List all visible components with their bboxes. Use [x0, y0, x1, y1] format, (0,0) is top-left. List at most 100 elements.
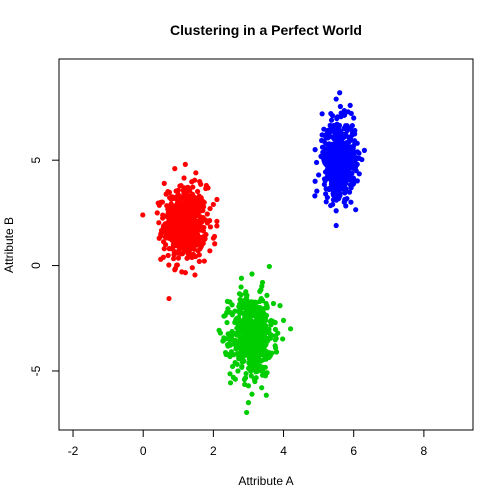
data-point [236, 338, 243, 344]
data-point [199, 199, 205, 205]
y-axis-label: Attribute B [2, 217, 16, 273]
data-point [227, 342, 234, 348]
data-point [238, 284, 244, 290]
data-point [313, 159, 320, 166]
data-point [196, 252, 202, 258]
data-point [234, 332, 240, 338]
data-point [239, 364, 245, 370]
data-point [191, 194, 197, 200]
data-point [323, 191, 329, 197]
data-point [200, 207, 206, 214]
data-point [335, 124, 341, 130]
data-point [263, 392, 269, 398]
data-point [258, 358, 264, 364]
data-point [204, 211, 210, 217]
data-point [227, 380, 234, 386]
data-point [319, 111, 325, 117]
data-point [341, 112, 348, 118]
data-point [341, 181, 348, 187]
data-point [245, 309, 251, 315]
data-point [182, 214, 188, 220]
data-point [176, 245, 183, 251]
data-point [166, 295, 172, 302]
data-point [338, 153, 344, 159]
data-point [259, 313, 266, 319]
data-point [207, 248, 213, 254]
data-point [166, 219, 172, 226]
data-point [264, 370, 270, 376]
data-point [259, 342, 265, 348]
data-point [189, 179, 195, 185]
data-point [331, 154, 337, 160]
data-point [201, 258, 207, 264]
data-point [228, 351, 234, 357]
data-point [238, 275, 245, 281]
data-point [333, 222, 339, 229]
data-point [249, 271, 255, 277]
data-point [236, 356, 242, 362]
data-point [254, 308, 261, 314]
data-point [193, 170, 199, 176]
data-point [287, 326, 294, 332]
data-point [234, 318, 240, 324]
data-point [224, 298, 231, 305]
data-point [214, 218, 220, 224]
data-point [234, 325, 240, 331]
data-point [316, 172, 322, 178]
data-point [347, 125, 353, 131]
data-point [332, 129, 338, 135]
data-point [339, 163, 346, 169]
data-point [214, 196, 220, 203]
data-point [247, 348, 253, 354]
data-point [259, 326, 265, 332]
x-tick-label: 6 [350, 444, 357, 458]
data-point [189, 206, 196, 212]
data-point [164, 235, 170, 241]
data-point [246, 314, 252, 320]
data-point [184, 229, 190, 235]
data-point [333, 96, 339, 102]
data-point [197, 217, 203, 223]
data-point [189, 231, 195, 237]
data-point [172, 166, 178, 172]
data-point [165, 252, 171, 259]
data-point [273, 349, 280, 355]
data-point [254, 355, 260, 361]
data-point [263, 323, 269, 329]
data-point [210, 201, 216, 208]
chart-title: Clustering in a Perfect World [170, 22, 362, 38]
data-point [259, 372, 266, 378]
data-point [229, 302, 235, 308]
data-point [321, 181, 327, 188]
data-point [227, 371, 233, 377]
data-point [266, 354, 272, 360]
data-point [160, 239, 167, 245]
data-point [189, 210, 195, 216]
data-point [200, 240, 206, 247]
data-point [244, 301, 250, 307]
data-point [168, 207, 174, 213]
data-point [179, 228, 185, 234]
y-axis: -5 0 5 [29, 157, 60, 376]
cluster-2 [216, 263, 294, 416]
data-point [235, 368, 241, 374]
data-point [161, 180, 167, 186]
data-point [356, 155, 363, 162]
data-point [248, 373, 254, 379]
data-point [160, 212, 166, 218]
data-point [175, 250, 181, 256]
data-point [249, 391, 255, 397]
data-point [232, 359, 238, 366]
data-point [266, 263, 272, 270]
data-point [237, 306, 243, 312]
data-point [194, 188, 201, 195]
data-point [182, 161, 188, 167]
x-axis-label: Attribute A [238, 474, 293, 488]
y-tick-label: 0 [29, 262, 43, 269]
data-point [342, 197, 348, 204]
data-point [140, 212, 146, 218]
cluster-1 [140, 161, 220, 302]
data-point [172, 230, 178, 236]
data-point [154, 210, 160, 216]
